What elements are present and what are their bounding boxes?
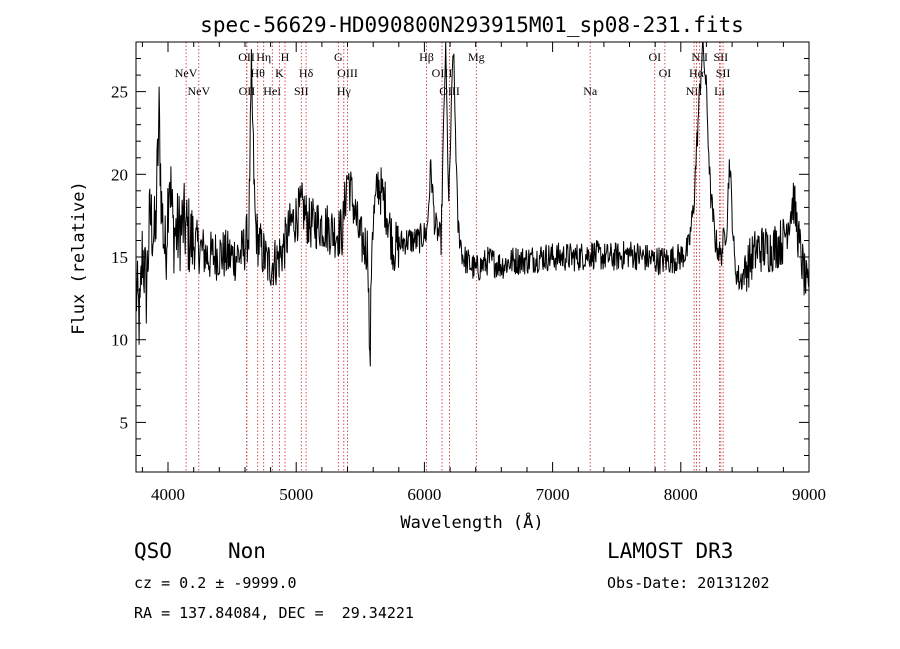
survey-name: LAMOST DR3 (607, 539, 734, 563)
line-marker-label-21: NII (686, 84, 703, 98)
x-axis: 4000 5000 6000 7000 8000 9000 (141, 42, 826, 504)
coordinates-readout: RA = 137.84084, DEC = 29.34221 (134, 604, 414, 622)
line-marker-label-19: OI (648, 50, 661, 64)
line-marker-label-13: Hγ (337, 84, 352, 98)
observation-date: Obs-Date: 20131202 (607, 574, 770, 592)
line-marker-label-25: SII (716, 66, 731, 80)
y-tick-label-10: 10 (111, 331, 128, 350)
line-marker-label-16: OIII (439, 84, 460, 98)
line-marker-label-1: NeV (175, 66, 198, 80)
line-marker-label-7: K (275, 66, 284, 80)
x-tick-label-9000: 9000 (792, 485, 826, 504)
line-marker-label-14: Hβ (419, 50, 434, 64)
line-marker-label-23: Hα (689, 66, 705, 80)
line-marker-label-5: Hθ (250, 66, 265, 80)
x-tick-label-7000: 7000 (536, 485, 570, 504)
object-subclass: Non (228, 539, 266, 563)
x-tick-label-4000: 4000 (151, 485, 185, 504)
y-tick-label-15: 15 (111, 248, 128, 267)
line-marker-label-15: OIII (432, 66, 453, 80)
line-marker-label-10: SII (294, 84, 309, 98)
y-tick-label-25: 25 (111, 83, 128, 102)
x-axis-label: Wavelength (Å) (400, 511, 543, 533)
y-axis: 5 10 15 20 25 (111, 41, 809, 456)
redshift-readout: cz = 0.2 ± -9999.0 (134, 574, 297, 592)
line-marker-label-0: NeV (187, 84, 210, 98)
object-class: QSO (134, 539, 172, 563)
line-marker-label-18: Na (583, 84, 598, 98)
chart-title: spec-56629-HD090800N293915M01_sp08-231.f… (200, 13, 744, 37)
y-axis-label: Flux (relative) (69, 181, 89, 335)
x-tick-label-6000: 6000 (407, 485, 441, 504)
y-tick-label-5: 5 (120, 413, 129, 432)
x-tick-label-5000: 5000 (279, 485, 313, 504)
line-marker-label-24: SII (713, 50, 728, 64)
line-marker-label-9: Hδ (299, 66, 314, 80)
y-tick-label-20: 20 (111, 165, 128, 184)
line-marker-label-17: Mg (468, 50, 485, 64)
spectrum-line (135, 41, 810, 367)
line-marker-label-8: H (281, 50, 290, 64)
line-marker-label-22: NII (691, 50, 708, 64)
x-tick-label-8000: 8000 (664, 485, 698, 504)
line-marker-label-11: G (334, 50, 343, 64)
line-marker-label-6: HeI (263, 84, 281, 98)
line-marker-label-3: OII (239, 84, 256, 98)
line-marker-label-26: Li (714, 84, 725, 98)
line-marker-label-20: OI (659, 66, 672, 80)
spectrum-series (135, 41, 810, 367)
line-marker-label-12: OIII (337, 66, 358, 80)
line-marker-label-4: Hη (256, 50, 271, 64)
